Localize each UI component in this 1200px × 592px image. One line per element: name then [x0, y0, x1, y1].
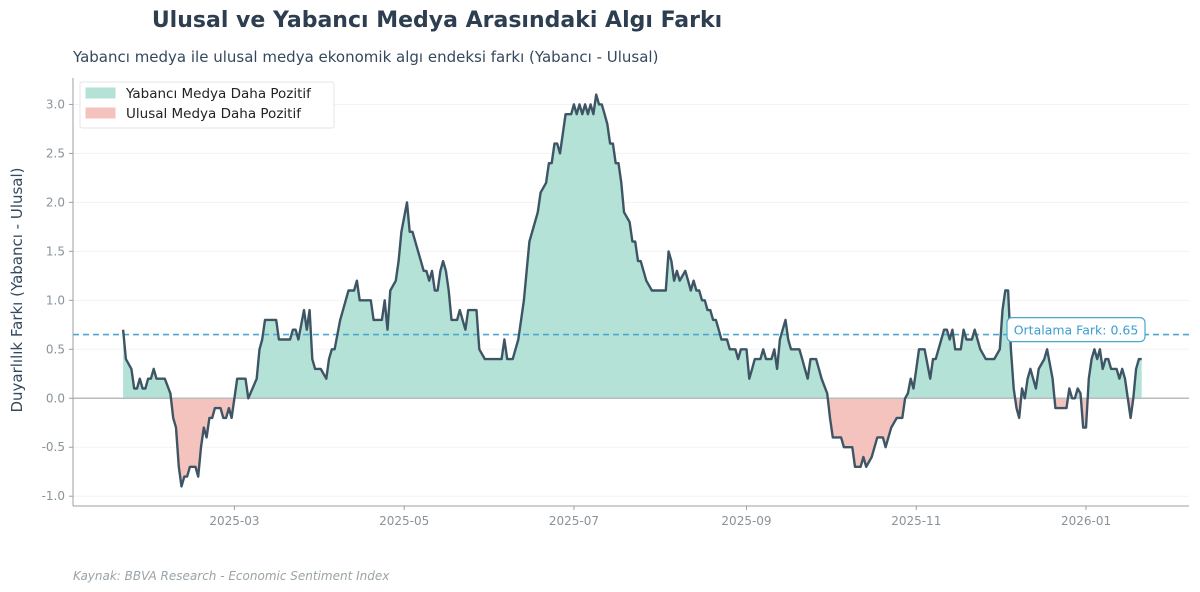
chart-subtitle: Yabancı medya ile ulusal medya ekonomik …: [72, 48, 658, 66]
legend-label: Ulusal Medya Daha Pozitif: [126, 106, 302, 122]
annotation-text: Ortalama Fark: 0.65: [1014, 323, 1139, 338]
y-tick-label: 0.5: [46, 342, 65, 356]
legend-box: [79, 81, 335, 129]
annotation-box: [1006, 317, 1146, 343]
x-tick-label: 2025-11: [891, 514, 941, 528]
x-tick-label: 2026-01: [1061, 514, 1111, 528]
y-tick-label: 0.0: [46, 391, 65, 405]
positive-area: [123, 94, 1142, 399]
legend: Yabancı Medya Daha Pozitif Ulusal Medya D…: [79, 81, 335, 129]
y-tick-label: 2.0: [46, 195, 65, 209]
x-tick-label: 2025-09: [721, 514, 771, 528]
series-line: [121, 93, 1142, 488]
legend-swatch: [85, 107, 116, 119]
y-tick-label: 1.5: [46, 244, 65, 258]
x-tick-label: 2025-03: [209, 514, 259, 528]
lines: [73, 93, 1189, 488]
mean-annotation: Ortalama Fark: 0.65: [1006, 317, 1146, 343]
area-fills: [123, 94, 1142, 487]
negative-area: [170, 398, 1134, 487]
y-axis-label: Duyarlılık Farkı (Yabancı - Ulusal): [8, 167, 26, 412]
legend-label: Yabancı Medya Daha Pozitif: [125, 86, 312, 102]
axes: -1.0 -0.5 0.0 0.5 1.0 1.5 2.0 2.5 3.0 2025-03 2025…: [42, 78, 1189, 528]
y-tick-label: -0.5: [42, 440, 65, 454]
chart-title: Ulusal ve Yabancı Medya Arasındaki Algı …: [152, 8, 722, 33]
x-tick-label: 2025-05: [379, 514, 429, 528]
y-tick-label: -1.0: [42, 489, 65, 503]
x-tick-label: 2025-07: [549, 514, 599, 528]
y-tick-label: 1.0: [46, 293, 65, 307]
legend-swatch: [85, 87, 116, 99]
y-tick-label: 2.5: [46, 146, 65, 160]
source-note: Kaynak: BBVA Research - Economic Sentime…: [73, 569, 390, 583]
y-tick-label: 3.0: [46, 97, 65, 111]
